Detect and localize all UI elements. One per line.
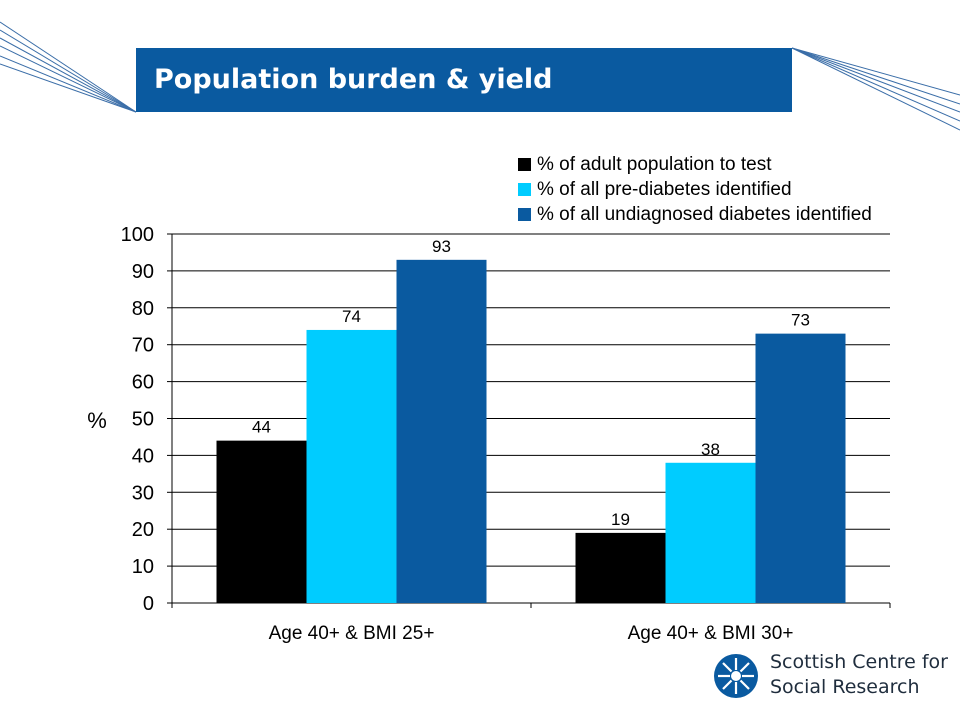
bar	[306, 329, 397, 603]
legend-swatch-icon	[518, 158, 531, 171]
page-title: Population burden & yield	[154, 64, 553, 95]
y-tick-label: 50	[132, 409, 154, 431]
y-tick-label: 10	[132, 556, 154, 578]
legend-label: % of all pre-diabetes identified	[537, 178, 792, 200]
bar	[396, 259, 487, 603]
legend-label: % of adult population to test	[537, 153, 772, 175]
y-tick-label: 30	[132, 482, 154, 504]
y-tick-label: 60	[132, 372, 154, 394]
y-tick-label: 90	[132, 261, 154, 283]
legend-swatch-icon	[518, 183, 531, 196]
legend-label: % of all undiagnosed diabetes identified	[537, 203, 872, 225]
legend-swatch-icon	[518, 208, 531, 221]
y-tick-label: 0	[143, 593, 154, 615]
legend-item: % of adult population to test	[518, 152, 872, 177]
decorative-lines-left	[0, 21, 137, 113]
legend-item: % of all pre-diabetes identified	[518, 177, 872, 202]
data-label: 73	[791, 311, 810, 330]
y-tick-label: 80	[132, 298, 154, 320]
logo-line-2: Social Research	[770, 676, 920, 698]
bar	[575, 532, 666, 603]
scsr-logo-icon	[714, 654, 758, 698]
x-tick-label: Age 40+ & BMI 30+	[628, 623, 794, 644]
data-label: 19	[611, 510, 630, 529]
legend-item: % of all undiagnosed diabetes identified	[518, 202, 872, 227]
data-label: 38	[701, 440, 720, 459]
bar	[755, 333, 846, 603]
y-tick-label: 40	[132, 445, 154, 467]
x-tick-label: Age 40+ & BMI 25+	[269, 623, 435, 644]
scsr-logo: Scottish Centre for Social Research	[712, 648, 948, 704]
data-label: 74	[342, 307, 361, 326]
chart-legend: % of adult population to test % of all p…	[518, 152, 872, 227]
data-label: 93	[432, 237, 451, 256]
decorative-lines-right	[791, 47, 960, 131]
bar	[665, 462, 756, 603]
y-axis-label: %	[87, 408, 107, 433]
data-label: 44	[252, 418, 271, 437]
title-bar: Population burden & yield	[136, 48, 792, 112]
y-tick-label: 70	[132, 335, 154, 357]
bar	[216, 440, 307, 603]
logo-line-1: Scottish Centre for	[770, 651, 948, 673]
y-tick-label: 20	[132, 519, 154, 541]
y-tick-label: 100	[121, 224, 154, 246]
